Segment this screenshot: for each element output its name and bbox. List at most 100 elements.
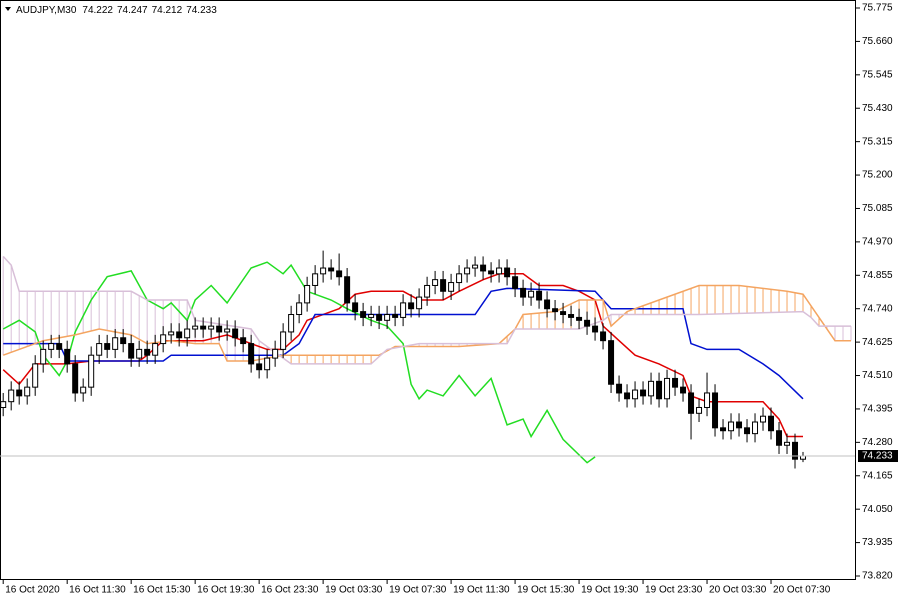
- header-open: 74.222: [82, 5, 113, 16]
- candle-body: [184, 328, 191, 339]
- candle-body: [88, 354, 95, 388]
- candle-body: [200, 325, 207, 330]
- candle-body: [8, 389, 15, 403]
- candle-body: [256, 363, 263, 371]
- header-low: 74.212: [152, 5, 183, 16]
- candle-body: [400, 302, 407, 318]
- x-tick-label: 20 Oct 07:30: [773, 585, 831, 596]
- candle-body: [448, 282, 455, 292]
- candle-body: [368, 314, 375, 318]
- x-tick-label: 19 Oct 15:30: [517, 585, 575, 596]
- candle-body: [600, 331, 607, 342]
- x-tick-label: 20 Oct 03:30: [709, 585, 767, 596]
- y-tick-label: 74.280: [862, 437, 893, 448]
- candle-body: [24, 386, 31, 397]
- candle-body: [224, 328, 231, 333]
- y-tick-label: 74.165: [862, 470, 893, 481]
- candle-body: [648, 380, 655, 397]
- candle-body: [704, 392, 711, 408]
- candle-body: [696, 406, 703, 414]
- candle-body: [568, 314, 575, 318]
- candle-body: [120, 337, 127, 345]
- candle-body: [112, 337, 119, 350]
- x-tick-label: 16 Oct 2020: [5, 585, 60, 596]
- candle-body: [760, 415, 767, 423]
- x-tick-label: 19 Oct 23:30: [645, 585, 703, 596]
- candle-body: [656, 380, 663, 400]
- price-tag-label: 74.233: [862, 451, 893, 462]
- candle-body: [608, 340, 615, 385]
- candle-body: [360, 311, 367, 318]
- candle-body: [304, 284, 311, 304]
- candle-body: [72, 363, 79, 394]
- candle-body: [56, 343, 63, 350]
- candle-body: [424, 284, 431, 298]
- candle-body: [40, 348, 47, 365]
- x-tick-label: 16 Oct 19:30: [197, 585, 255, 596]
- x-tick-label: 19 Oct 19:30: [581, 585, 639, 596]
- candle-body: [48, 343, 55, 350]
- candle-body: [632, 389, 639, 400]
- x-tick-label: 19 Oct 07:30: [389, 585, 447, 596]
- candle-body: [128, 343, 135, 359]
- candle-body: [392, 314, 399, 318]
- candle-body: [216, 325, 223, 333]
- x-tick-label: 19 Oct 11:30: [453, 585, 510, 596]
- candle-body: [80, 386, 87, 394]
- indicator-line: [2, 255, 851, 365]
- candle-body: [672, 377, 679, 388]
- candle-body: [544, 299, 551, 310]
- y-tick-label: 75.430: [862, 103, 893, 114]
- candle-body: [736, 421, 743, 429]
- candle-body: [280, 331, 287, 350]
- candle-body: [160, 334, 167, 345]
- plot-area: [0, 250, 852, 469]
- candle-body: [664, 377, 671, 400]
- candle-body: [728, 421, 735, 432]
- candle-body: [776, 430, 783, 446]
- candle-body: [408, 302, 415, 310]
- candle-body: [136, 348, 143, 359]
- x-tick-label: 16 Oct 23:30: [261, 585, 319, 596]
- candle-body: [744, 427, 751, 435]
- candle-body: [464, 267, 471, 275]
- candle-body: [352, 302, 359, 313]
- candle-body: [640, 389, 647, 397]
- candle-body: [504, 267, 511, 278]
- candle-body: [152, 343, 159, 356]
- candle-body: [64, 348, 71, 365]
- symbol: AUDJPY,M30: [16, 5, 77, 16]
- candle-body: [520, 287, 527, 298]
- candle-body: [592, 325, 599, 333]
- candle-body: [240, 337, 247, 345]
- y-tick-label: 75.085: [862, 203, 893, 214]
- candle-body: [384, 314, 391, 321]
- candle-body: [784, 441, 791, 446]
- candle-body: [432, 279, 439, 286]
- candle-body: [712, 392, 719, 429]
- candle-body: [768, 415, 775, 432]
- candle-body: [208, 325, 215, 330]
- candle-body: [176, 331, 183, 339]
- candle-body: [344, 276, 351, 304]
- candle-body: [752, 421, 759, 435]
- candle-body: [456, 273, 463, 284]
- candle-body: [232, 328, 239, 339]
- y-tick-label: 74.050: [862, 504, 893, 515]
- candle-body: [720, 427, 727, 432]
- candle-body: [528, 290, 535, 298]
- y-tick-label: 74.510: [862, 370, 893, 381]
- candle-body: [536, 290, 543, 301]
- indicator-line: [2, 261, 596, 464]
- candle-body: [376, 314, 383, 321]
- y-tick-label: 75.200: [862, 170, 893, 181]
- candle-body: [312, 273, 319, 286]
- y-tick-label: 75.545: [862, 69, 893, 80]
- header-high: 74.247: [117, 5, 148, 16]
- candle-body: [168, 331, 175, 336]
- candle-body: [792, 441, 799, 460]
- candle-body: [16, 389, 23, 397]
- candle-body: [552, 308, 559, 313]
- candle-body: [560, 311, 567, 316]
- candle-body: [472, 264, 479, 269]
